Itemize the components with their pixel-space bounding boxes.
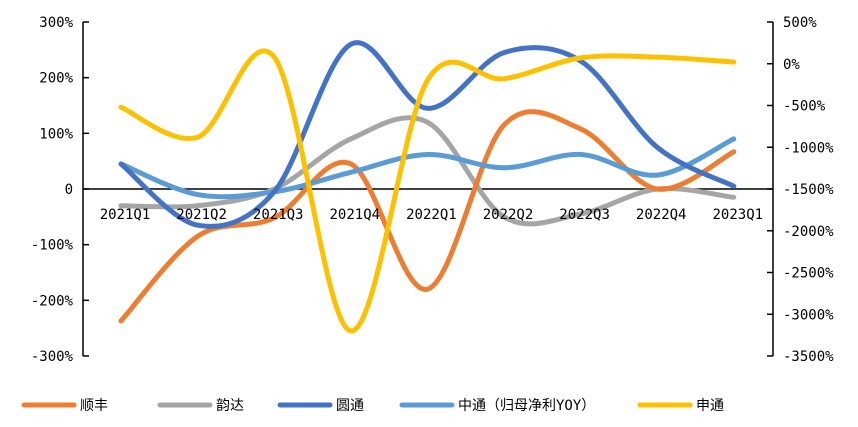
left-axis-tick-label: 0 <box>65 182 73 198</box>
right-axis-tick-label: -2500% <box>783 266 834 282</box>
left-axis-tick-label: -100% <box>31 238 74 254</box>
right-axis-tick-label: 0% <box>783 57 800 73</box>
right-axis-tick-label: -1000% <box>783 140 834 156</box>
right-axis-tick-label: -1500% <box>783 182 834 198</box>
legend-label-3: 中通（归母净利YOY） <box>458 397 595 414</box>
left-axis-tick-label: 200% <box>39 71 73 87</box>
series-lines <box>118 40 737 334</box>
x-axis-tick-label: 2022Q1 <box>406 207 457 223</box>
axes: 300% 200% 100% 0 -100% -200% -300% 500% 0% -500% -… <box>31 15 834 365</box>
legend-label-0: 顺丰 <box>80 398 108 414</box>
x-axis-tick-label: 2022Q2 <box>483 207 534 223</box>
left-axis-tick-label: 300% <box>39 15 73 31</box>
x-axis-tick-label: 2022Q3 <box>559 207 610 223</box>
x-axis-tick-label: 2022Q4 <box>636 207 687 223</box>
x-axis-labels: 2021Q1 2021Q2 2021Q3 2021Q4 2022Q1 2022Q2 2022… <box>100 207 763 223</box>
legend-label-1: 韵达 <box>216 398 244 414</box>
series-line-1 <box>118 115 737 227</box>
legend-label-2: 圆通 <box>336 398 364 414</box>
series-line-4 <box>118 48 737 334</box>
x-axis-tick-label: 2021Q4 <box>330 207 381 223</box>
right-axis-tick-label: 500% <box>783 15 817 31</box>
right-axis-tick-label: -500% <box>783 99 826 115</box>
legend: 顺丰 韵达 圆通 中通（归母净利YOY） 申通 <box>21 397 724 414</box>
left-axis-tick-label: 100% <box>39 126 73 142</box>
x-axis-tick-label: 2021Q1 <box>100 207 151 223</box>
right-axis-tick-label: -3000% <box>783 307 834 323</box>
series-line-3 <box>118 136 737 200</box>
right-axis-tick-label: -3500% <box>783 349 834 365</box>
left-axis-tick-label: -200% <box>31 293 74 309</box>
x-axis-tick-label: 2023Q1 <box>713 207 764 223</box>
x-axis-tick-label: 2021Q3 <box>253 207 304 223</box>
left-axis-tick-label: -300% <box>31 349 74 365</box>
legend-label-4: 申通 <box>696 398 724 414</box>
right-axis-tick-label: -2000% <box>783 224 834 240</box>
x-axis-tick-label: 2021Q2 <box>176 207 227 223</box>
